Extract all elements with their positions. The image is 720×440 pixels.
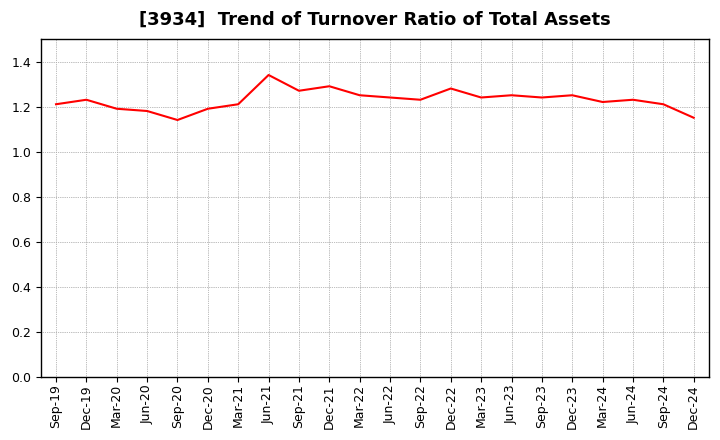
Title: [3934]  Trend of Turnover Ratio of Total Assets: [3934] Trend of Turnover Ratio of Total …: [139, 11, 611, 29]
